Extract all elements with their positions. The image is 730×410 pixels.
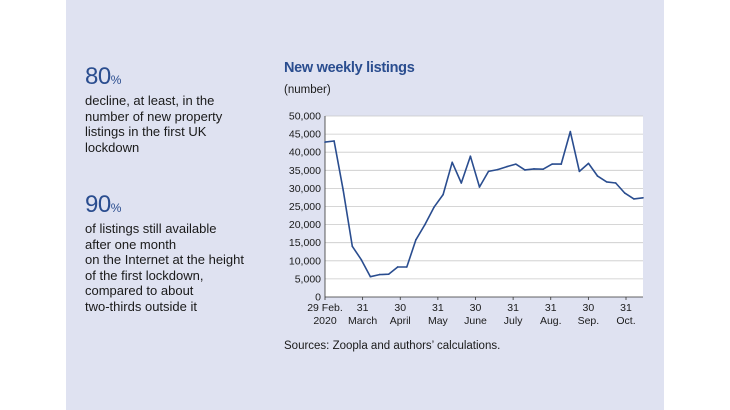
data-point: [415, 239, 417, 241]
stat-value: 80%: [85, 63, 121, 90]
data-point: [560, 163, 563, 165]
x-tick-label: 30: [394, 302, 406, 314]
data-point: [333, 140, 335, 142]
data-point: [396, 266, 399, 268]
gridlines: [325, 115, 643, 297]
data-point: [360, 258, 363, 261]
y-tick-label: 20,000: [289, 219, 321, 231]
y-tick-label: 50,000: [289, 111, 321, 123]
x-tick-label: May: [428, 315, 449, 327]
tick-labels: 0 5,000 10,000 15,000 20,000 25,000 30,000 35,0…: [289, 111, 636, 328]
data-point: [487, 170, 490, 173]
data-point: [587, 162, 590, 165]
data-point: [605, 181, 608, 183]
data-point: [578, 170, 581, 173]
x-tick-label: 31: [620, 302, 632, 314]
data-point: [387, 273, 390, 275]
y-tick-label: 5,000: [295, 273, 321, 285]
data-point: [633, 198, 635, 200]
stat-description: decline, at least, in the number of new …: [85, 93, 223, 155]
x-tick-label: 30: [583, 302, 595, 314]
y-tick-label: 15,000: [289, 237, 321, 249]
line-chart: 0 5,000 10,000 15,000 20,000 25,000 30,000 35,0…: [289, 111, 644, 328]
data-point: [378, 273, 381, 276]
data-point: [569, 130, 572, 133]
data-point: [515, 163, 517, 165]
stat-description: of listings still available after one mo…: [85, 221, 245, 314]
x-tick-label: 30: [470, 302, 482, 314]
chart-title: New weekly listings: [284, 60, 415, 76]
y-tick-label: 35,000: [289, 165, 321, 177]
x-tick-label: June: [464, 315, 487, 327]
data-point: [642, 197, 644, 199]
axes: [324, 116, 643, 300]
x-tick-label: 31: [545, 302, 557, 314]
y-axis-unit: (number): [284, 84, 331, 96]
x-tick-label: July: [504, 315, 523, 327]
data-point: [614, 182, 617, 184]
stat-block-decline: 80% decline, at least, in the number of …: [85, 64, 265, 155]
data-point: [324, 141, 326, 143]
data-point: [505, 165, 508, 168]
data-point: [496, 168, 499, 171]
data-point: [478, 186, 481, 188]
y-tick-label: 25,000: [289, 201, 321, 213]
data-point: [596, 175, 599, 177]
series-layer: [324, 130, 644, 278]
x-tick-label: Oct.: [616, 315, 635, 327]
y-tick-label: 10,000: [289, 255, 321, 267]
x-tick-label: Sep.: [578, 315, 600, 327]
x-tick-label: Aug.: [540, 315, 562, 327]
data-point: [542, 168, 544, 171]
x-tick-label: 31: [357, 302, 369, 314]
data-point: [533, 168, 535, 170]
data-point: [433, 206, 435, 209]
data-point: [342, 189, 344, 192]
data-point: [551, 163, 553, 165]
data-point: [624, 192, 626, 194]
stat-value: 90%: [85, 191, 121, 218]
data-point: [442, 193, 444, 196]
chart-source: Sources: Zoopla and authors’ calculation…: [284, 340, 501, 352]
stat-block-available: 90% of listings still available after on…: [85, 192, 265, 314]
x-tick-label: April: [390, 315, 411, 327]
data-point: [469, 155, 472, 157]
x-tick-label: March: [348, 315, 377, 327]
data-point: [524, 169, 526, 171]
data-point: [424, 223, 426, 226]
data-point: [351, 245, 354, 248]
data-point: [460, 182, 463, 184]
data-point: [405, 266, 408, 268]
data-point: [369, 275, 372, 278]
series-line: [324, 130, 644, 278]
x-tick-label: 2020: [313, 315, 337, 327]
x-tick-label: 31: [507, 302, 519, 314]
data-point: [451, 161, 453, 164]
x-tick-label: 29 Feb.: [307, 302, 343, 314]
y-tick-label: 40,000: [289, 147, 321, 159]
x-tick-label: 31: [432, 302, 444, 314]
y-tick-label: 0: [315, 292, 321, 304]
y-tick-label: 45,000: [289, 129, 321, 141]
y-tick-label: 30,000: [289, 183, 321, 195]
